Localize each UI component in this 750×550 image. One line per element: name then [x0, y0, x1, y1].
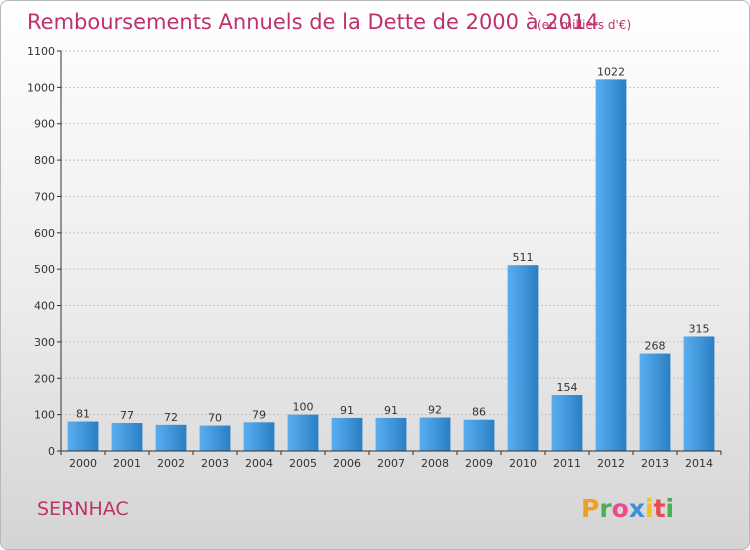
bar-value-label: 91 [340, 404, 354, 417]
x-tick-label: 2007 [377, 457, 405, 470]
x-tick-label: 2005 [289, 457, 317, 470]
bar [683, 336, 715, 451]
x-tick-label: 2001 [113, 457, 141, 470]
x-tick-label: 2013 [641, 457, 669, 470]
value-labels: 81 77 72 70 79 100 91 91 92 86 511 154 1022 268 315 [76, 65, 710, 424]
bar [551, 395, 583, 451]
bar [419, 417, 451, 451]
bar-value-label: 154 [557, 381, 578, 394]
bar-value-label: 1022 [597, 65, 625, 78]
x-tick-label: 2003 [201, 457, 229, 470]
bar [155, 424, 187, 451]
bar [67, 421, 99, 451]
bar-value-label: 77 [120, 409, 134, 422]
commune-name: SERNHAC [37, 498, 129, 520]
bar [111, 423, 143, 451]
bar [507, 265, 539, 451]
y-tick-label: 500 [34, 263, 55, 276]
bar-value-label: 72 [164, 411, 178, 424]
y-tick-label: 300 [34, 336, 55, 349]
chart-subtitle: (en milliers d'€) [537, 18, 631, 32]
bar [287, 414, 319, 451]
grid-lines [61, 50, 721, 416]
x-tick-label: 2010 [509, 457, 537, 470]
x-tick-label: 2004 [245, 457, 273, 470]
x-axis-ticks: 2000 2001 2002 2003 2004 2005 2006 2007 2008 2009… [60, 451, 722, 470]
y-tick-label: 900 [34, 118, 55, 131]
bar-value-label: 91 [384, 404, 398, 417]
y-tick-label: 0 [48, 445, 55, 458]
y-tick-label: 100 [34, 409, 55, 422]
y-axis-ticks: 0 100 200 300 400 500 600 700 800 900 1000 1100 [27, 45, 61, 458]
bar [463, 419, 495, 451]
bar [199, 425, 231, 451]
bar-value-label: 79 [252, 408, 266, 421]
bar-series [67, 79, 715, 451]
x-tick-label: 2002 [157, 457, 185, 470]
x-tick-label: 2008 [421, 457, 449, 470]
bar-value-label: 511 [513, 251, 534, 264]
chart-title: Remboursements Annuels de la Dette de 20… [27, 10, 599, 34]
x-tick-label: 2009 [465, 457, 493, 470]
bar-value-label: 92 [428, 404, 442, 417]
bar-value-label: 70 [208, 412, 222, 425]
bar [639, 353, 671, 451]
bar-value-label: 100 [293, 401, 314, 414]
bar [375, 417, 407, 451]
proxiti-logo: Proxiti [581, 494, 674, 523]
bar-value-label: 81 [76, 408, 90, 421]
y-tick-label: 200 [34, 372, 55, 385]
x-tick-label: 2012 [597, 457, 625, 470]
bar [331, 417, 363, 451]
x-tick-label: 2000 [69, 457, 97, 470]
x-tick-label: 2006 [333, 457, 361, 470]
bar-value-label: 86 [472, 406, 486, 419]
x-tick-label: 2014 [685, 457, 713, 470]
axes [60, 51, 721, 452]
bar-value-label: 268 [645, 340, 666, 353]
y-tick-label: 1000 [27, 81, 55, 94]
y-tick-label: 600 [34, 227, 55, 240]
y-tick-label: 700 [34, 190, 55, 203]
y-tick-label: 800 [34, 154, 55, 167]
x-tick-label: 2011 [553, 457, 581, 470]
bar-value-label: 315 [689, 322, 710, 335]
y-tick-label: 1100 [27, 45, 55, 58]
bar [243, 422, 275, 451]
y-tick-label: 400 [34, 300, 55, 313]
bar [595, 79, 627, 451]
